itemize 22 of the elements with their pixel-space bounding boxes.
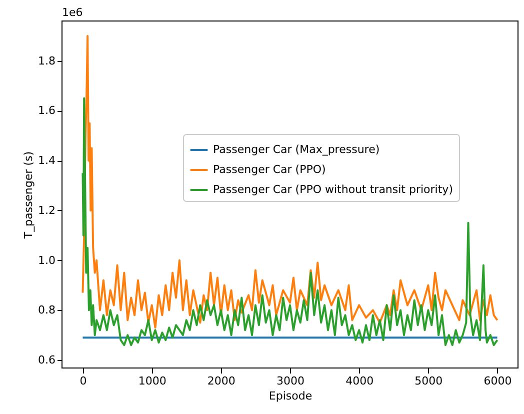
line-series (82, 34, 498, 329)
legend-label: Passenger Car (PPO) (213, 163, 326, 176)
text: 1e6 (62, 6, 83, 19)
x-tick-label: 5000 (414, 374, 443, 388)
y-tick-label: 1.4 (38, 154, 56, 168)
x-tick-label: 2000 (207, 374, 236, 388)
y-tick-label: 1.0 (38, 254, 56, 267)
y-tick-label: 0.8 (38, 304, 56, 317)
x-tick-label: 3000 (276, 374, 304, 388)
legend-label: Passenger Car (Max_pressure) (213, 143, 380, 156)
y-tick-label: 1.6 (38, 104, 56, 118)
x-axis-title: Episode (268, 390, 312, 402)
x-tick-label: 0 (80, 374, 87, 388)
x-tick-label: 6000 (484, 374, 512, 388)
legend-label: Passenger Car (PPO without transit priority) (213, 183, 453, 196)
y-tick-label: 1.8 (38, 54, 56, 68)
x-tick-label: 4000 (346, 374, 374, 388)
x-tick-label: 1000 (138, 374, 166, 388)
line-series (82, 97, 498, 346)
y-tick-label: 0.6 (38, 354, 56, 367)
y-axis-title: T_passenger (s) (22, 151, 36, 240)
y-tick-label: 1.2 (38, 204, 56, 217)
